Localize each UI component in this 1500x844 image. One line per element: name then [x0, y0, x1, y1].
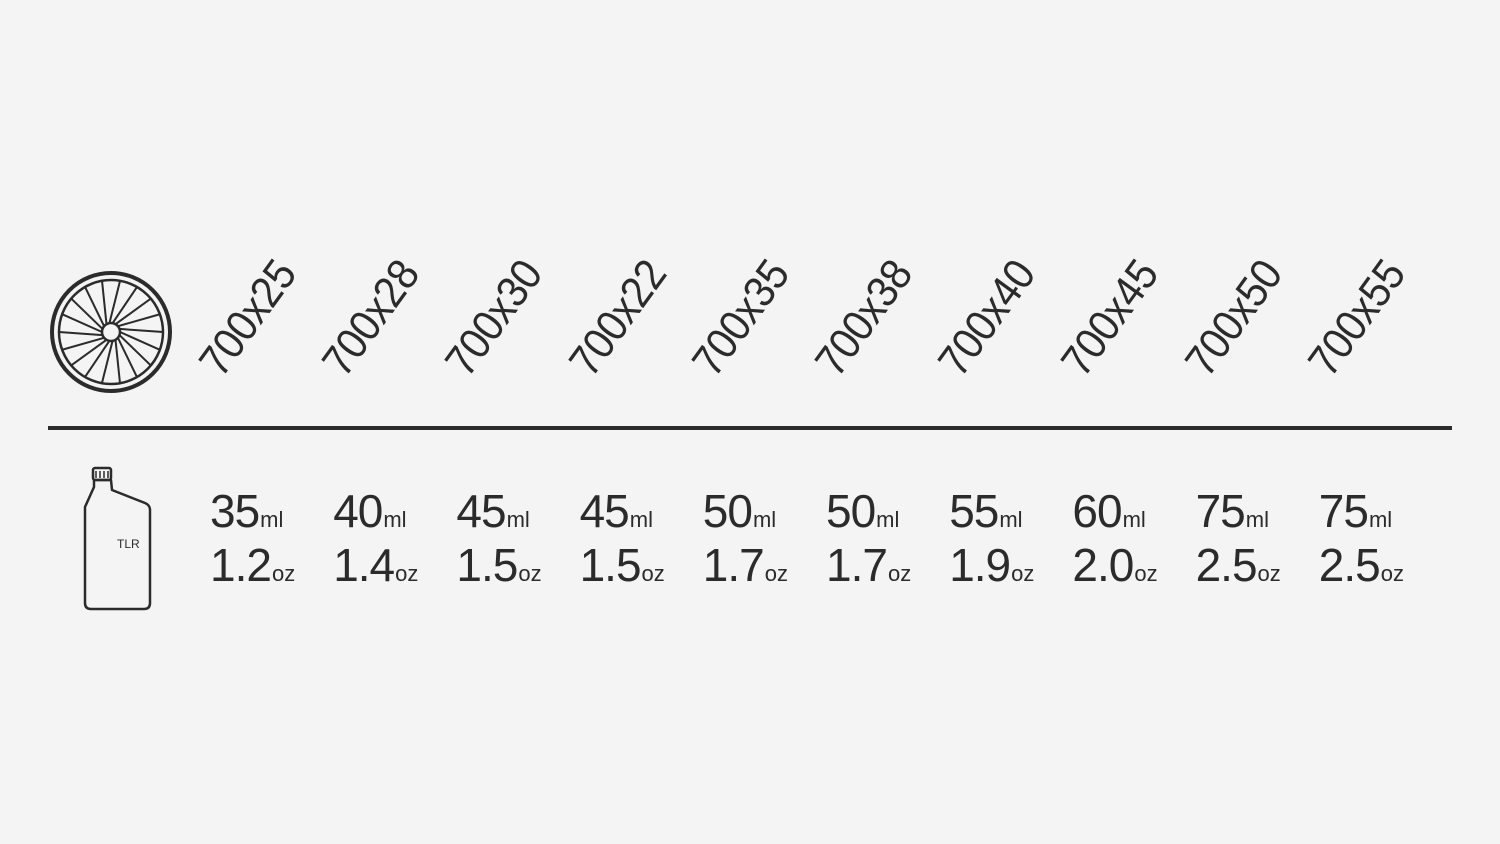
spoke	[84, 340, 111, 378]
ml-value: 45	[456, 485, 506, 537]
tire-size-label: 700x38	[805, 251, 923, 386]
ml-value: 45	[579, 485, 630, 537]
amount-ml: 35ml	[210, 484, 283, 538]
tire-size-label: 700x22	[559, 251, 676, 386]
oz-value: 1.7	[702, 539, 765, 591]
divider	[48, 426, 1452, 430]
spoke	[117, 313, 161, 328]
spoke	[58, 330, 103, 337]
ml-unit: ml	[1368, 507, 1393, 532]
amount-oz: 1.7oz	[703, 538, 788, 592]
tire-size-label: 700x40	[929, 251, 1046, 386]
spoke	[114, 297, 152, 326]
oz-value: 2.5	[1318, 539, 1381, 591]
spoke	[108, 280, 122, 324]
tire-size-label: 700x50	[1175, 251, 1292, 386]
ml-unit: ml	[999, 507, 1023, 532]
spoke	[70, 338, 108, 367]
ml-unit: ml	[876, 507, 900, 532]
spoke	[111, 286, 138, 324]
ml-value: 50	[702, 485, 753, 537]
ml-unit: ml	[506, 507, 530, 532]
ml-unit: ml	[752, 507, 777, 532]
spoke	[119, 331, 161, 351]
ml-unit: ml	[383, 507, 407, 532]
spoke	[101, 280, 108, 325]
spoke	[84, 286, 106, 327]
spoke	[100, 340, 114, 384]
amount-oz: 1.4oz	[333, 538, 418, 592]
oz-value: 1.4	[333, 539, 395, 591]
amount-oz: 2.0oz	[1072, 538, 1157, 592]
oz-value: 1.2	[210, 539, 272, 591]
spoke	[114, 339, 121, 384]
spoke	[118, 334, 152, 367]
oz-unit: oz	[1257, 561, 1281, 586]
amount-oz: 1.2oz	[210, 538, 295, 592]
oz-unit: oz	[395, 561, 419, 586]
ml-value: 75	[1195, 485, 1246, 537]
oz-unit: oz	[887, 561, 912, 586]
amount-ml: 75ml	[1196, 484, 1269, 538]
ml-unit: ml	[629, 507, 653, 532]
ml-value: 40	[333, 485, 383, 537]
oz-value: 1.9	[949, 539, 1011, 591]
oz-unit: oz	[641, 561, 665, 586]
ml-unit: ml	[1122, 507, 1146, 532]
oz-value: 1.5	[579, 539, 642, 591]
amount-ml: 75ml	[1319, 484, 1392, 538]
ml-value: 60	[1072, 485, 1122, 537]
amount-oz: 1.5oz	[580, 538, 665, 592]
tire-size-label: 700x30	[436, 251, 553, 386]
spoke	[61, 336, 105, 351]
amount-oz: 2.5oz	[1196, 538, 1281, 592]
spoke	[116, 337, 138, 378]
amount-ml: 50ml	[703, 484, 776, 538]
amount-oz: 1.9oz	[949, 538, 1034, 592]
amount-ml: 50ml	[826, 484, 899, 538]
amount-ml: 40ml	[333, 484, 406, 538]
bicycle-wheel-icon	[50, 271, 172, 393]
spoke	[70, 297, 104, 330]
amount-oz: 2.5oz	[1319, 538, 1404, 592]
tire-size-label: 700x35	[682, 251, 799, 386]
ml-unit: ml	[260, 507, 284, 532]
oz-value: 1.7	[826, 539, 888, 591]
bottle-label: TLR	[117, 537, 140, 551]
tire-size-label: 700x25	[189, 251, 307, 386]
sealant-bottle-icon: TLR	[83, 466, 152, 611]
oz-unit: oz	[764, 561, 788, 586]
oz-value: 1.5	[456, 539, 518, 591]
oz-unit: oz	[1011, 561, 1035, 586]
ml-value: 55	[949, 485, 999, 537]
oz-unit: oz	[518, 561, 542, 586]
ml-value: 50	[826, 485, 876, 537]
spoke	[61, 313, 103, 333]
amount-ml: 60ml	[1072, 484, 1145, 538]
amount-ml: 45ml	[580, 484, 653, 538]
amount-ml: 45ml	[456, 484, 529, 538]
ml-value: 35	[210, 485, 260, 537]
amount-ml: 55ml	[949, 484, 1022, 538]
ml-unit: ml	[1245, 507, 1269, 532]
tire-size-label: 700x28	[313, 251, 430, 386]
oz-unit: oz	[1134, 561, 1158, 586]
amount-oz: 1.7oz	[826, 538, 911, 592]
tire-size-label: 700x45	[1052, 251, 1169, 386]
oz-value: 2.5	[1195, 539, 1258, 591]
oz-value: 2.0	[1072, 539, 1134, 591]
ml-value: 75	[1318, 485, 1369, 537]
spoke	[119, 327, 164, 334]
tire-size-label: 700x55	[1298, 251, 1415, 386]
amount-oz: 1.5oz	[456, 538, 541, 592]
oz-unit: oz	[1380, 561, 1404, 586]
oz-unit: oz	[271, 561, 296, 586]
